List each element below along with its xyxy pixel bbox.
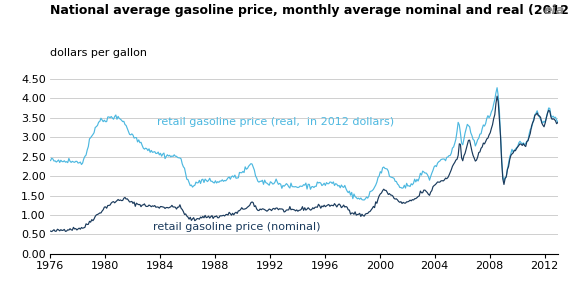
Text: retail gasoline price (real,  in 2012 dollars): retail gasoline price (real, in 2012 dol… — [157, 117, 394, 127]
Text: retail gasoline price (nominal): retail gasoline price (nominal) — [153, 222, 320, 232]
Text: National average gasoline price, monthly average nominal and real (2012 dollars): National average gasoline price, monthly… — [50, 4, 568, 17]
Text: dollars per gallon: dollars per gallon — [50, 48, 147, 58]
Text: eia: eia — [544, 4, 565, 17]
